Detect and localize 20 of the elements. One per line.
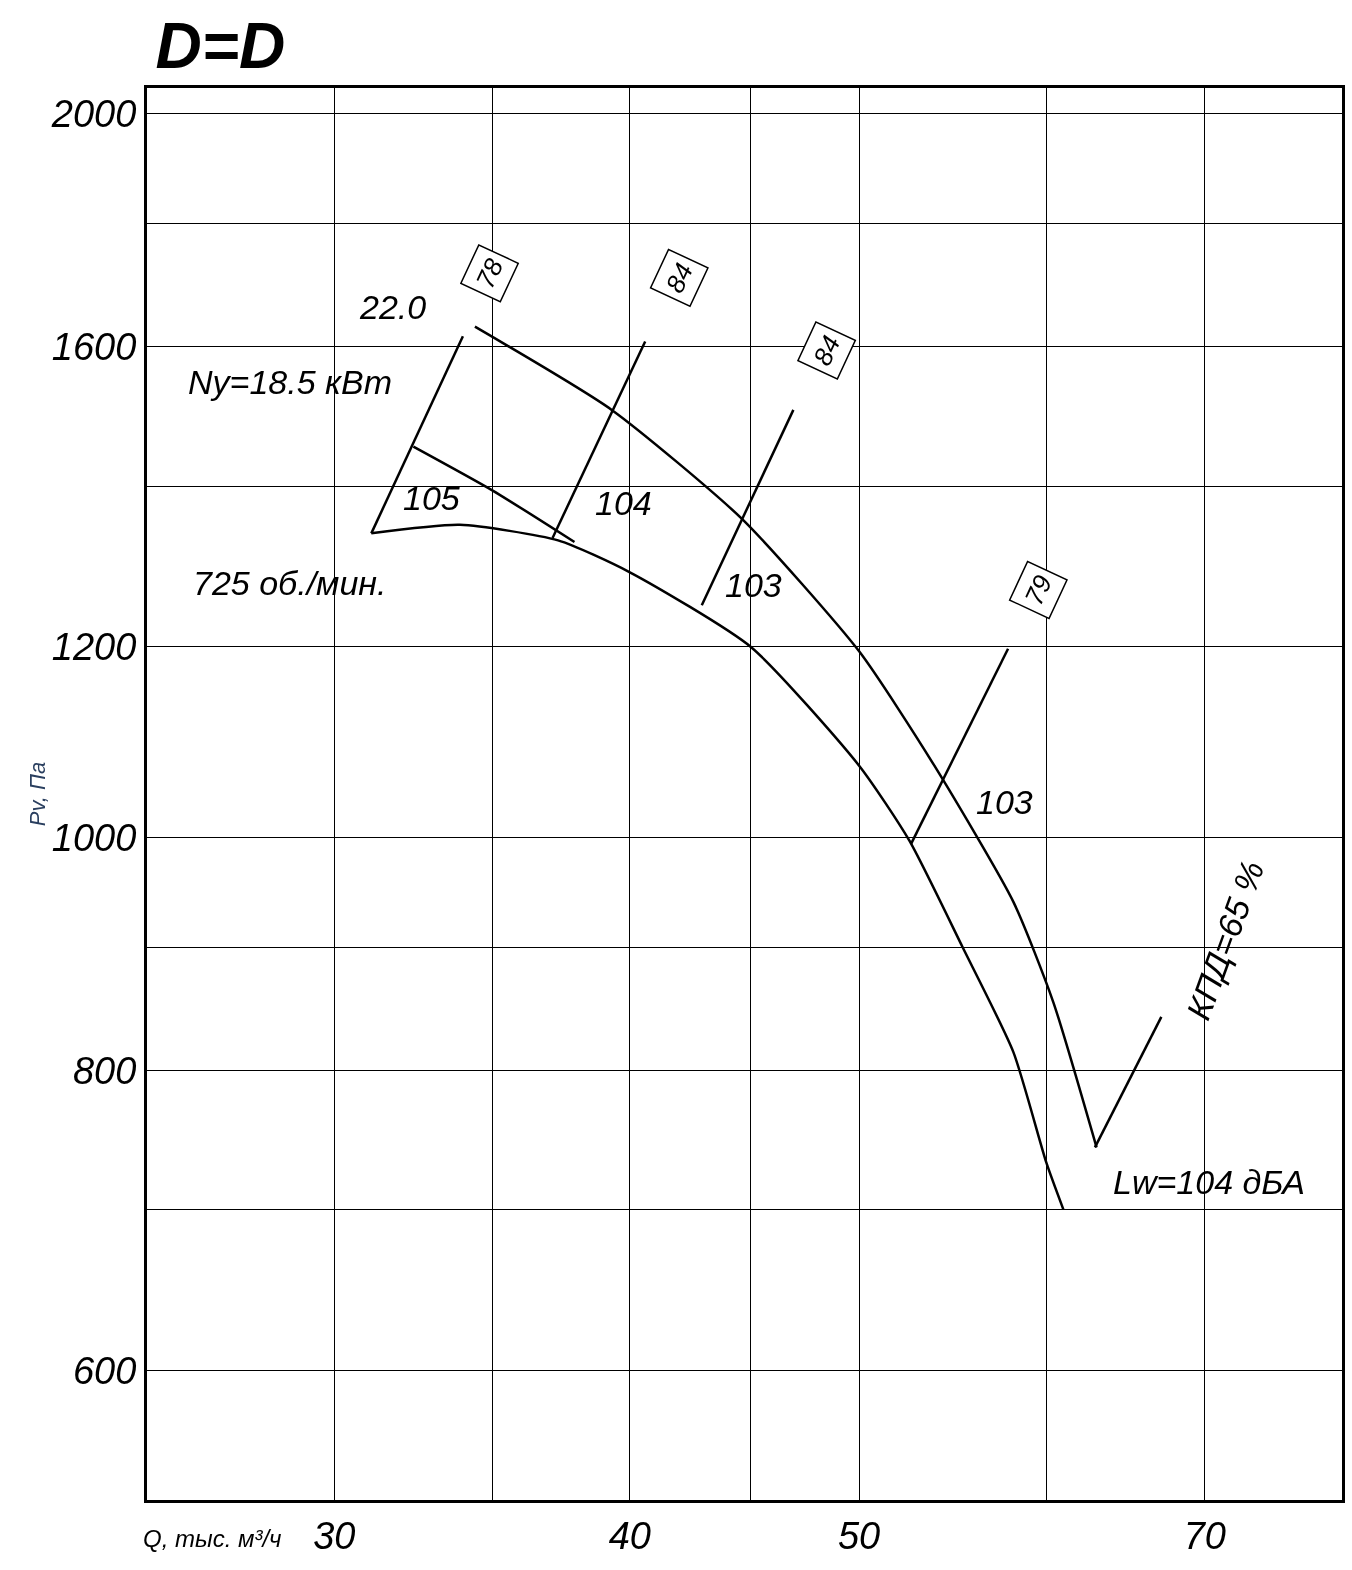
annotation: 84 xyxy=(806,331,847,370)
y-tick-label: 1200 xyxy=(51,626,137,669)
y-tick-label: 2000 xyxy=(50,93,137,136)
y-tick-label: 1000 xyxy=(51,816,137,859)
x-tick-label: 50 xyxy=(837,1514,881,1557)
x-tick-label: 70 xyxy=(1183,1514,1226,1557)
y-tick-label: 600 xyxy=(72,1349,137,1392)
annotation: 105 xyxy=(403,479,460,517)
y-tick-label: 1600 xyxy=(51,326,137,368)
chart-title: D=D xyxy=(155,10,286,83)
y-axis-title: Pv, Па xyxy=(24,761,50,827)
annotation: 103 xyxy=(976,783,1033,821)
annotation: 79 xyxy=(1018,570,1059,610)
x-axis-title: Q, тыс. м³/ч xyxy=(143,1525,282,1552)
x-tick-label: 40 xyxy=(608,1514,652,1557)
x-tick-label: 30 xyxy=(313,1514,356,1557)
annotation: 84 xyxy=(659,258,699,298)
annotation: 78 xyxy=(469,253,510,293)
annotation: 22.0 xyxy=(359,288,427,326)
y-tick-label: 800 xyxy=(72,1049,137,1092)
